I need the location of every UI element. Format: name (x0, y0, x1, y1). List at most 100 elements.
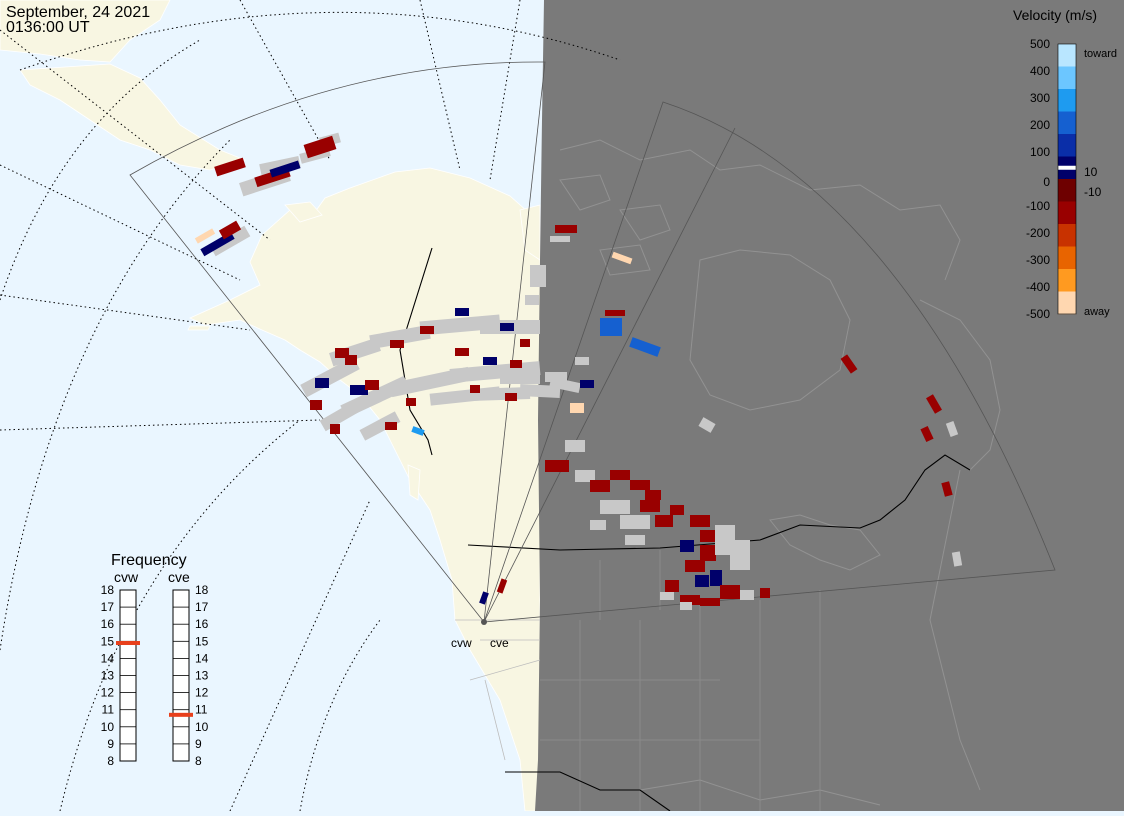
scatter-cell (611, 251, 633, 265)
scatter-cell (545, 460, 569, 472)
scatter-cell (620, 515, 650, 529)
frequency-tick-label: 18 (101, 583, 115, 597)
scatter-cell (470, 385, 480, 393)
frequency-tick-label: 16 (101, 617, 115, 631)
great-lakes (769, 514, 881, 571)
colorbar-ticks: 500400300200100100-10-100-200-300-400-50… (1026, 37, 1102, 321)
radar-label-east: cve (490, 636, 509, 650)
frequency-tick-label: 10 (101, 720, 115, 734)
province-borders (540, 550, 821, 811)
scatter-cell (496, 578, 508, 594)
colorbar-segment (1058, 44, 1076, 67)
scatter-cell (455, 308, 469, 316)
siberia-landmass (0, 0, 171, 63)
scatter-cell (525, 295, 539, 305)
colorbar-tick-label: -100 (1026, 199, 1050, 213)
scatter-cell (310, 400, 322, 410)
colorbar-segment (1058, 246, 1076, 270)
scatter-cell (945, 421, 959, 437)
scatter-cell (665, 580, 679, 592)
scatter-cell (680, 595, 700, 605)
colorbar-tick-label: -500 (1026, 307, 1050, 321)
scatter-cell (575, 470, 595, 482)
velocity-colorbar: Velocity (m/s) 500400300200100100-10-100… (1013, 7, 1117, 321)
time-label: 0136:00 UT (6, 19, 90, 36)
colorbar-segment (1058, 179, 1076, 202)
scatter-cell (698, 417, 716, 433)
national-borders (399, 247, 971, 812)
frequency-tick-label: 14 (195, 651, 209, 665)
scatter-cell (479, 591, 489, 605)
frequency-tick-label: 10 (195, 720, 209, 734)
grid-latitude-circle-mid (0, 39, 201, 301)
frequency-bars: 18 18 17 17 16 16 15 15 14 14 13 13 12 12 11 11 10 10 9 9 8 8 (101, 583, 209, 768)
colorbar-segment (1058, 291, 1076, 315)
scatter-cell (259, 155, 301, 177)
colorbar-segment (1058, 224, 1076, 247)
scatter-cell (720, 585, 740, 599)
colorbar-tick-label: 0 (1043, 175, 1050, 189)
colorbar-zero-band (1058, 165, 1076, 170)
scatter-cell (690, 515, 710, 527)
yukon-coast (284, 201, 323, 223)
scatter-cell (630, 480, 650, 490)
scatter-cell (740, 590, 754, 600)
away-label: away (1084, 306, 1110, 318)
frequency-tick-label: 14 (101, 651, 115, 665)
colorbar-tick-label: -10 (1084, 185, 1102, 199)
alaska-canada-border (399, 247, 433, 456)
frequency-tick-label: 17 (195, 600, 209, 614)
frequency-tick-label: 11 (195, 703, 208, 717)
scatter-cell (920, 425, 934, 443)
scatter-cell (610, 470, 630, 480)
scatter-cell (329, 337, 381, 367)
colorbar-segment (1058, 111, 1076, 135)
us-mexico-border (505, 771, 671, 812)
fov-west (129, 61, 546, 624)
scatter-cell (590, 480, 610, 492)
scatter-cell (640, 500, 660, 512)
frequency-tick-label: 12 (195, 686, 209, 700)
colorbar-tick-label: 10 (1084, 165, 1098, 179)
radar-label-west: cvw (451, 636, 472, 650)
scatter-cell (695, 575, 709, 587)
colorbar-tick-label: -200 (1026, 226, 1050, 240)
freq-radar-label-east: cve (168, 569, 190, 585)
scatter-cell (500, 370, 540, 384)
colorbar-segment (1058, 66, 1076, 90)
frequency-tick-label: 11 (102, 703, 115, 717)
velocity-title: Velocity (m/s) (1013, 7, 1097, 23)
scatter-cell (406, 398, 416, 406)
scatter-cell (369, 324, 431, 350)
colorbar-segment (1058, 89, 1076, 112)
frequency-title: Frequency (111, 552, 187, 569)
scatter-cell (700, 545, 716, 561)
scatter-cell (385, 422, 397, 430)
vancouver-island (407, 464, 421, 501)
map-grid (0, 0, 621, 812)
labrador-coast (919, 299, 1001, 471)
state-borders-west (455, 619, 541, 761)
scatter-cell (605, 310, 625, 316)
scatter-cell (303, 135, 337, 159)
scatter-cell (926, 394, 942, 414)
scatter-cell (580, 380, 594, 388)
scatter-cell (555, 225, 577, 233)
scatter-cell (680, 540, 694, 552)
scatter-cell (359, 411, 401, 441)
scatter-cell (655, 515, 673, 527)
scatter-cell (575, 357, 589, 365)
toward-label: toward (1084, 48, 1117, 60)
scatter-cell (194, 228, 216, 244)
colorbar-tick-label: -400 (1026, 280, 1050, 294)
scatter-cell (730, 540, 750, 570)
grid-latitude-circle-inner (19, 11, 621, 71)
scatter-cell (600, 500, 630, 514)
frequency-tick-label: 8 (195, 754, 202, 768)
scatter-cell (760, 588, 770, 598)
frequency-panel: Frequency cvw cve 18 18 17 17 16 16 15 15 14 14 13… (101, 552, 209, 768)
colorbar-tick-label: 500 (1030, 37, 1050, 51)
frequency-tick-label: 9 (107, 737, 114, 751)
frequency-tick-label: 8 (107, 754, 114, 768)
